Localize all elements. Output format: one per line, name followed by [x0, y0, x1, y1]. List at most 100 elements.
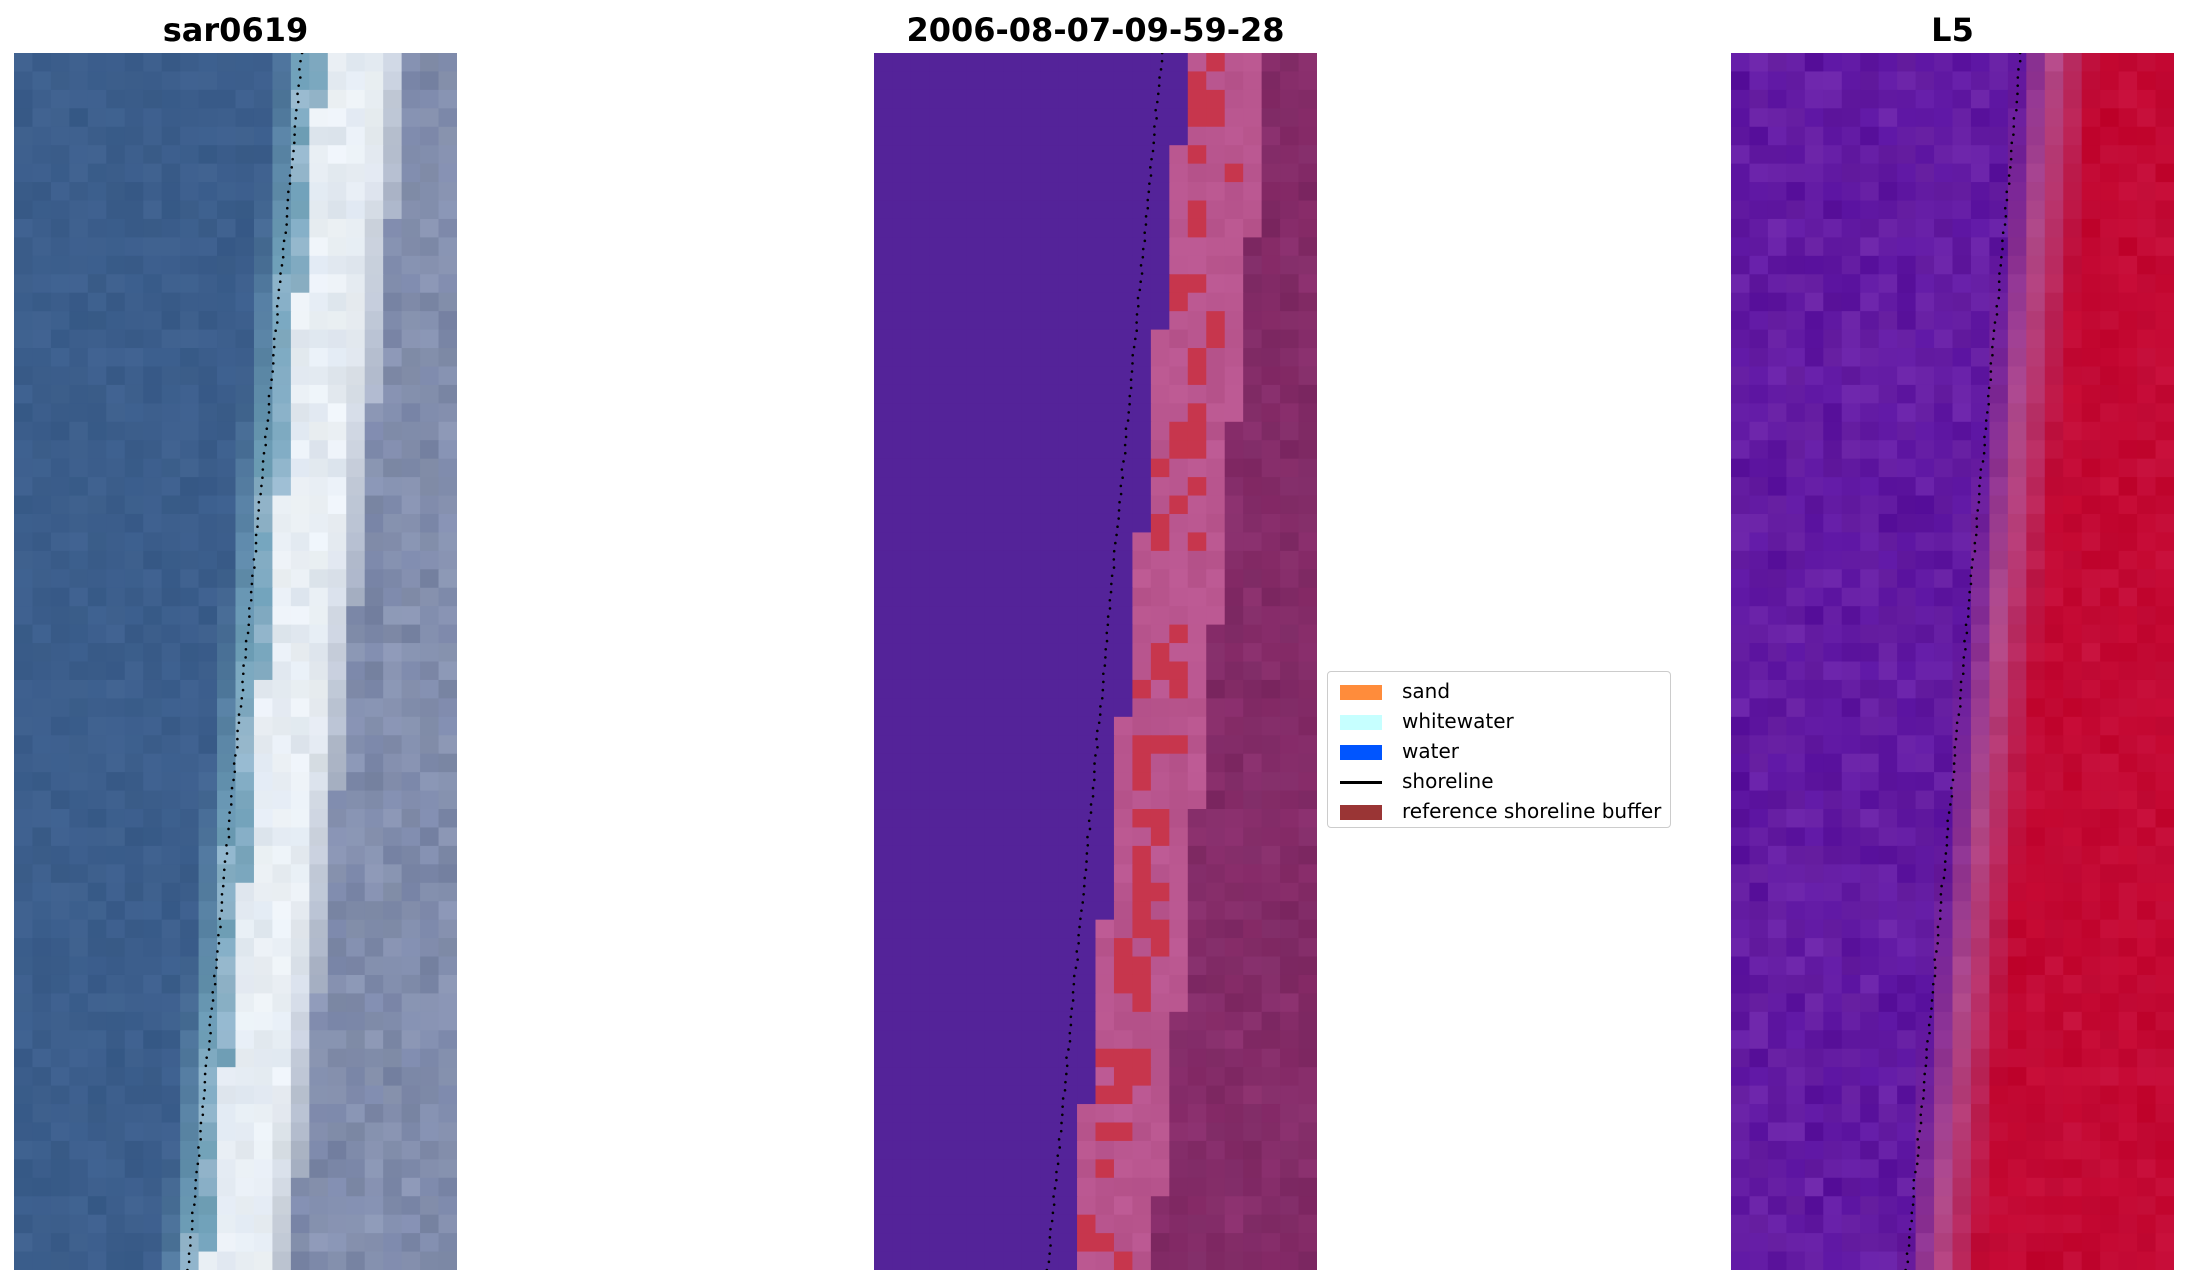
pixel — [290, 845, 310, 865]
pixel — [1187, 735, 1207, 755]
pixel — [929, 403, 949, 423]
pixel — [947, 513, 967, 534]
pixel — [124, 1159, 144, 1179]
pixel — [2063, 440, 2083, 460]
pixel — [1767, 1067, 1787, 1087]
pixel — [1095, 569, 1115, 589]
pixel — [1243, 679, 1263, 699]
pixel — [1970, 1030, 1991, 1050]
pixel — [2100, 477, 2120, 497]
pixel — [1767, 200, 1787, 220]
pixel — [874, 1159, 894, 1179]
pixel — [198, 89, 218, 109]
pixel — [327, 882, 347, 902]
pixel — [2137, 587, 2157, 607]
pixel — [309, 182, 329, 202]
pixel — [966, 163, 986, 183]
pixel — [874, 1233, 894, 1253]
pixel — [1003, 809, 1023, 829]
pixel — [2063, 1196, 2083, 1216]
pixel — [290, 237, 310, 257]
pixel — [50, 311, 70, 331]
pixel — [1970, 679, 1991, 699]
pixel — [1224, 643, 1244, 663]
pixel — [1731, 679, 1751, 699]
pixel — [910, 938, 930, 958]
pixel — [1823, 716, 1843, 736]
pixel — [87, 1048, 107, 1068]
pixel — [124, 1177, 144, 1197]
pixel — [32, 1233, 52, 1253]
pixel — [124, 569, 144, 589]
pixel — [1897, 348, 1917, 368]
pixel — [1841, 163, 1861, 183]
pixel — [1952, 716, 1972, 736]
pixel — [1878, 956, 1898, 976]
pixel — [1187, 311, 1207, 331]
pixel — [2118, 1159, 2138, 1179]
pixel — [1169, 956, 1189, 976]
pixel — [253, 200, 274, 220]
pixel — [1261, 1085, 1281, 1105]
pixel — [1150, 661, 1170, 681]
pixel — [1915, 698, 1935, 718]
shoreline-point — [1077, 933, 1080, 937]
pixel — [1003, 790, 1023, 810]
pixel — [87, 182, 107, 202]
pixel — [50, 1251, 70, 1270]
pixel — [124, 218, 144, 238]
pixel — [124, 1011, 144, 1031]
pixel — [143, 1067, 163, 1087]
pixel — [1224, 1030, 1244, 1050]
pixel — [309, 1214, 329, 1234]
pixel — [1040, 145, 1060, 165]
pixel — [106, 938, 126, 958]
shoreline-point — [187, 1260, 191, 1264]
pixel — [14, 1177, 34, 1197]
pixel — [346, 606, 366, 626]
pixel — [947, 1196, 967, 1216]
pixel — [984, 384, 1004, 404]
pixel — [966, 993, 986, 1013]
pixel — [2100, 643, 2120, 663]
pixel — [14, 1233, 34, 1253]
pixel — [1767, 255, 1787, 275]
pixel — [235, 1233, 255, 1253]
pixel — [947, 495, 967, 515]
pixel — [180, 753, 200, 773]
pixel — [2007, 311, 2027, 331]
pixel — [1280, 643, 1300, 663]
pixel — [217, 1085, 237, 1105]
pixel — [910, 1196, 930, 1216]
pixel — [1970, 716, 1991, 736]
pixel — [217, 882, 237, 902]
pixel — [1915, 329, 1935, 349]
pixel — [106, 513, 126, 534]
pixel — [1169, 1159, 1189, 1179]
pixel — [438, 311, 457, 331]
pixel — [32, 218, 52, 238]
pixel — [346, 126, 366, 146]
pixel — [947, 845, 967, 865]
pixel — [1077, 753, 1097, 773]
pixel — [2155, 1177, 2174, 1197]
pixel — [1113, 716, 1134, 736]
pixel — [1243, 421, 1263, 441]
pixel — [32, 864, 52, 884]
pixel — [217, 1011, 237, 1031]
pixel — [1298, 919, 1317, 939]
pixel — [1150, 200, 1170, 220]
shoreline-point — [1061, 1097, 1065, 1100]
pixel — [1150, 1067, 1170, 1087]
shoreline-point — [236, 745, 239, 749]
pixel — [346, 237, 366, 257]
pixel — [1878, 145, 1898, 165]
pixel — [1952, 274, 1972, 294]
pixel — [161, 882, 181, 902]
pixel — [106, 218, 126, 238]
pixel — [32, 1251, 52, 1270]
pixel — [1095, 974, 1115, 995]
pixel — [2137, 882, 2157, 902]
pixel — [1150, 1214, 1170, 1234]
pixel — [2081, 182, 2101, 202]
